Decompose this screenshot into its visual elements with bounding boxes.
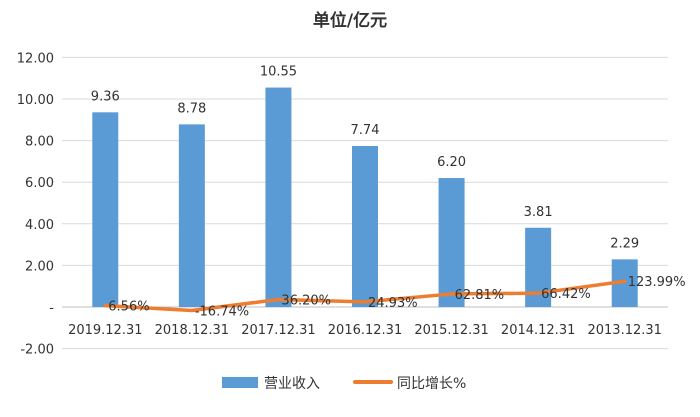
bar [352, 146, 378, 307]
line-data-labels: 6.56% -16.74% 36.20% 24.93% 62.81% 66.42% 123.… [108, 275, 685, 319]
x-tick-label: 2015.12.31 [414, 323, 488, 338]
bar-data-labels: 9.36 8.78 10.55 7.74 6.20 3.81 2.29 [91, 65, 639, 252]
line-point [190, 308, 194, 312]
x-tick-label: 2017.12.31 [241, 323, 315, 338]
y-tick-label: -2.00 [20, 343, 54, 358]
x-axis-ticks: 2019.12.31 2018.12.31 2017.12.31 2016.12.31… [68, 323, 662, 338]
line-point [363, 300, 367, 304]
y-tick-label: 12.00 [17, 51, 54, 66]
x-tick-label: 2013.12.31 [587, 323, 661, 338]
line-data-label: 24.93% [368, 296, 418, 311]
line-data-label: -16.74% [195, 304, 249, 319]
legend: 营业收入 同比增长% [222, 376, 466, 392]
legend-bar-label: 营业收入 [264, 376, 320, 392]
chart-title: 单位/亿元 [313, 10, 387, 31]
x-tick-label: 2019.12.31 [68, 323, 142, 338]
x-tick-label: 2018.12.31 [155, 323, 229, 338]
bar-data-label: 2.29 [610, 236, 639, 251]
line-point [450, 292, 454, 296]
bar-series [92, 87, 638, 307]
x-tick-label: 2016.12.31 [328, 323, 402, 338]
bar [438, 178, 465, 307]
line-data-label: 6.56% [108, 300, 149, 315]
line-data-label: 62.81% [455, 288, 505, 303]
line-point [103, 304, 107, 308]
bar-data-label: 9.36 [91, 89, 120, 104]
bar-data-label: 8.78 [177, 101, 206, 116]
y-axis-ticks: 12.00 10.00 8.00 6.00 4.00 2.00 - -2.00 [17, 51, 55, 357]
bar [178, 124, 205, 307]
bar [265, 87, 292, 307]
bar-data-label: 6.20 [437, 155, 466, 170]
y-tick-label: 6.00 [25, 176, 54, 191]
line-data-label: 36.20% [281, 293, 331, 308]
y-tick-label: - [49, 301, 54, 316]
y-tick-label: 4.00 [25, 218, 54, 233]
line-point [623, 279, 627, 283]
bar-data-label: 3.81 [524, 205, 553, 220]
y-tick-label: 8.00 [25, 135, 54, 150]
legend-line-label: 同比增长% [397, 376, 466, 392]
y-tick-label: 2.00 [25, 259, 54, 274]
line-point [536, 291, 540, 295]
line-data-label: 123.99% [628, 275, 686, 290]
line-data-label: 66.42% [541, 287, 591, 302]
legend-bar-swatch [222, 377, 258, 388]
bar-data-label: 7.74 [351, 123, 380, 138]
bar [92, 112, 119, 307]
line-point [276, 297, 280, 301]
bar-data-label: 10.55 [260, 65, 297, 80]
x-tick-label: 2014.12.31 [501, 323, 575, 338]
line-series [103, 279, 627, 313]
y-tick-label: 10.00 [17, 93, 54, 108]
